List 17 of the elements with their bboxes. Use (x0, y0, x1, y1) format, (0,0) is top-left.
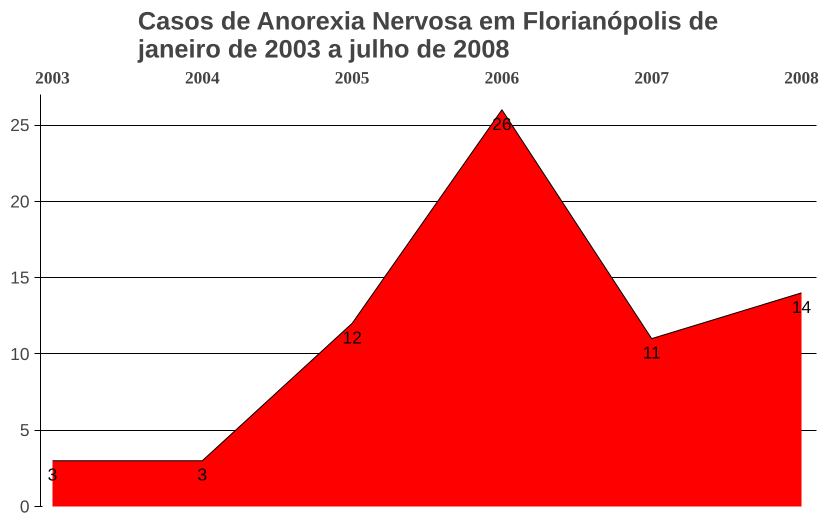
y-tick-label: 5 (20, 420, 30, 440)
y-tick-label: 25 (10, 115, 30, 136)
x-tick-label: 2007 (634, 68, 670, 88)
y-tick-label: 10 (10, 344, 30, 364)
data-label: 3 (197, 464, 208, 485)
chart-title: Casos de Anorexia Nervosa em Florianópolis de janeiro de 2003 a julho de 2008 (136, 8, 718, 64)
data-label: 12 (342, 327, 362, 348)
y-tick-label: 15 (10, 268, 30, 288)
x-tick-label: 2006 (484, 68, 520, 88)
x-tick-label: 2008 (784, 68, 820, 88)
x-tick-label: 2005 (334, 68, 370, 88)
data-label: 11 (642, 342, 661, 363)
x-tick-label: 2004 (184, 68, 220, 88)
x-tick-label: 2003 (35, 68, 70, 88)
y-tick-label: 0 (20, 496, 30, 516)
y-tick-label: 20 (10, 191, 30, 212)
data-label: 26 (492, 114, 512, 134)
